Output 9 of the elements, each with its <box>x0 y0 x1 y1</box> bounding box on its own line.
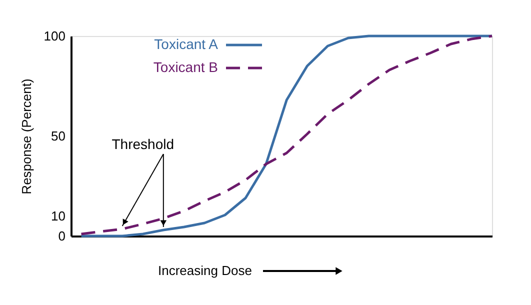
y-axis-title: Response (Percent) <box>18 78 34 194</box>
x-axis-title: Increasing Dose <box>158 263 252 278</box>
legend-label: Toxicant B <box>153 59 218 75</box>
legend-label: Toxicant A <box>154 36 219 52</box>
y-tick-label: 100 <box>44 28 66 44</box>
y-tick-label: 10 <box>51 208 66 224</box>
annotation: Threshold <box>112 136 174 152</box>
y-tick-label: 50 <box>51 128 66 144</box>
y-tick-label: 0 <box>58 228 66 244</box>
